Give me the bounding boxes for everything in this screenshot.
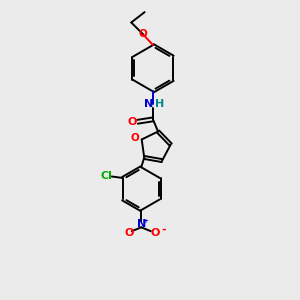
Text: H: H bbox=[155, 99, 164, 109]
Text: O: O bbox=[151, 228, 160, 238]
Text: +: + bbox=[142, 218, 148, 224]
Text: N: N bbox=[144, 99, 153, 109]
Text: O: O bbox=[128, 117, 137, 127]
Text: O: O bbox=[124, 228, 134, 238]
Text: O: O bbox=[138, 29, 147, 39]
Text: N: N bbox=[136, 219, 146, 229]
Text: O: O bbox=[131, 133, 140, 143]
Text: Cl: Cl bbox=[100, 172, 112, 182]
Text: -: - bbox=[161, 225, 166, 235]
